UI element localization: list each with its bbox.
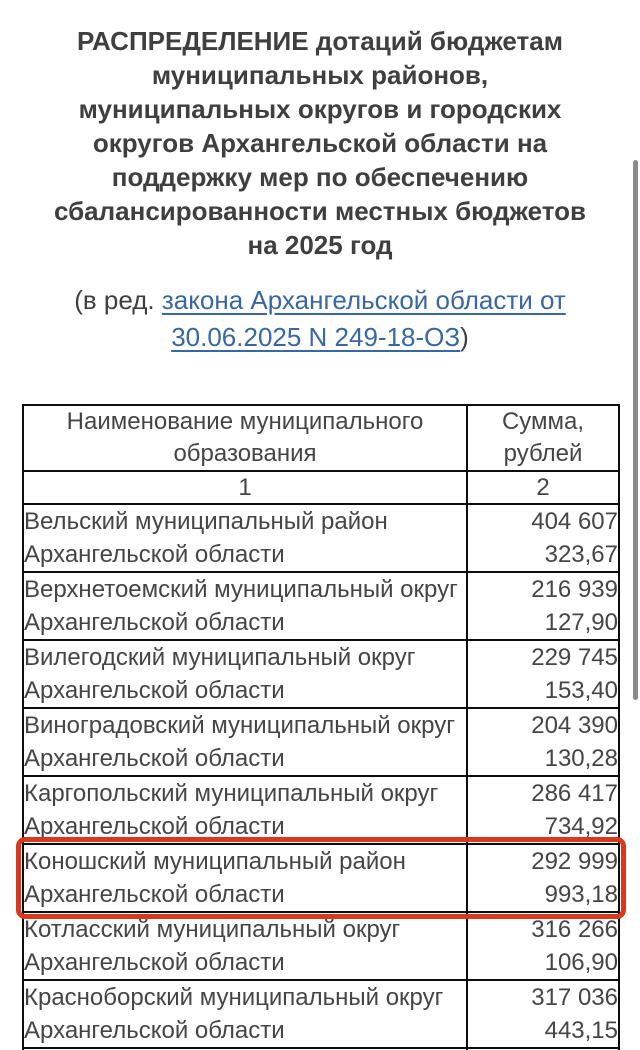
column-index-1: 1 <box>22 470 468 505</box>
amendment-law-link[interactable]: закона Архангельской области от 30.06.20… <box>161 285 566 352</box>
amount-value: 404 607 323,67 <box>466 503 620 573</box>
amendment-prefix: (в ред. <box>74 285 162 315</box>
municipality-name: Ленский муниципальный район Архангельско… <box>22 1047 468 1050</box>
table-row: Верхнетоемский муниципальный округ Архан… <box>22 571 620 641</box>
municipality-name: Виноградовский муниципальный округ Архан… <box>22 707 468 777</box>
amount-value: 286 417 734,92 <box>466 775 620 845</box>
table-row: Вилегодский муниципальный округ Архангел… <box>22 639 620 709</box>
table-row: Виноградовский муниципальный округ Архан… <box>22 707 620 777</box>
table-body: Вельский муниципальный район Архангельск… <box>16 503 626 1050</box>
column-header-municipality: Наименование муниципального образования <box>22 404 468 472</box>
table-row: Ленский муниципальный район Архангельско… <box>22 1047 620 1050</box>
amendment-suffix: ) <box>460 322 469 352</box>
amount-value: 292 999 993,18 <box>466 843 620 913</box>
page-title: РАСПРЕДЕЛЕНИЕ дотаций бюджетам муниципал… <box>54 26 586 260</box>
amount-value: 317 036 443,15 <box>466 979 620 1049</box>
allocation-table-wrapper: Наименование муниципального образования … <box>16 404 626 1050</box>
amount-value: 316 266 106,90 <box>466 911 620 981</box>
municipality-name: Каргопольский муниципальный округ Арханг… <box>22 775 468 845</box>
amount-value: 293 796 278,15 <box>466 1047 620 1050</box>
scrollbar-thumb[interactable] <box>633 160 638 700</box>
amount-value: 229 745 153,40 <box>466 639 620 709</box>
municipality-name: Красноборский муниципальный округ Арханг… <box>22 979 468 1049</box>
municipality-name: Верхнетоемский муниципальный округ Архан… <box>22 571 468 641</box>
amount-value: 204 390 130,28 <box>466 707 620 777</box>
column-index-2: 2 <box>466 470 620 505</box>
amount-value: 216 939 127,90 <box>466 571 620 641</box>
column-header-amount: Сумма, рублей <box>466 404 620 472</box>
municipality-name: Вилегодский муниципальный округ Архангел… <box>22 639 468 709</box>
table-row: Коношский муниципальный район Архангельс… <box>16 837 626 919</box>
table-header-row: Наименование муниципального образования … <box>22 404 620 472</box>
municipality-name: Коношский муниципальный район Архангельс… <box>22 843 468 913</box>
municipality-name: Котласский муниципальный округ Архангель… <box>22 911 468 981</box>
column-index-row: 1 2 <box>22 470 620 505</box>
table-row: Вельский муниципальный район Архангельск… <box>22 503 620 573</box>
table-row: Красноборский муниципальный округ Арханг… <box>22 979 620 1049</box>
municipality-name: Вельский муниципальный район Архангельск… <box>22 503 468 573</box>
table-row: Каргопольский муниципальный округ Арханг… <box>22 775 620 845</box>
amendment-note: (в ред. закона Архангельской области от … <box>24 282 616 356</box>
table-row: Котласский муниципальный округ Архангель… <box>22 911 620 981</box>
allocation-table: Наименование муниципального образования … <box>16 404 626 1050</box>
